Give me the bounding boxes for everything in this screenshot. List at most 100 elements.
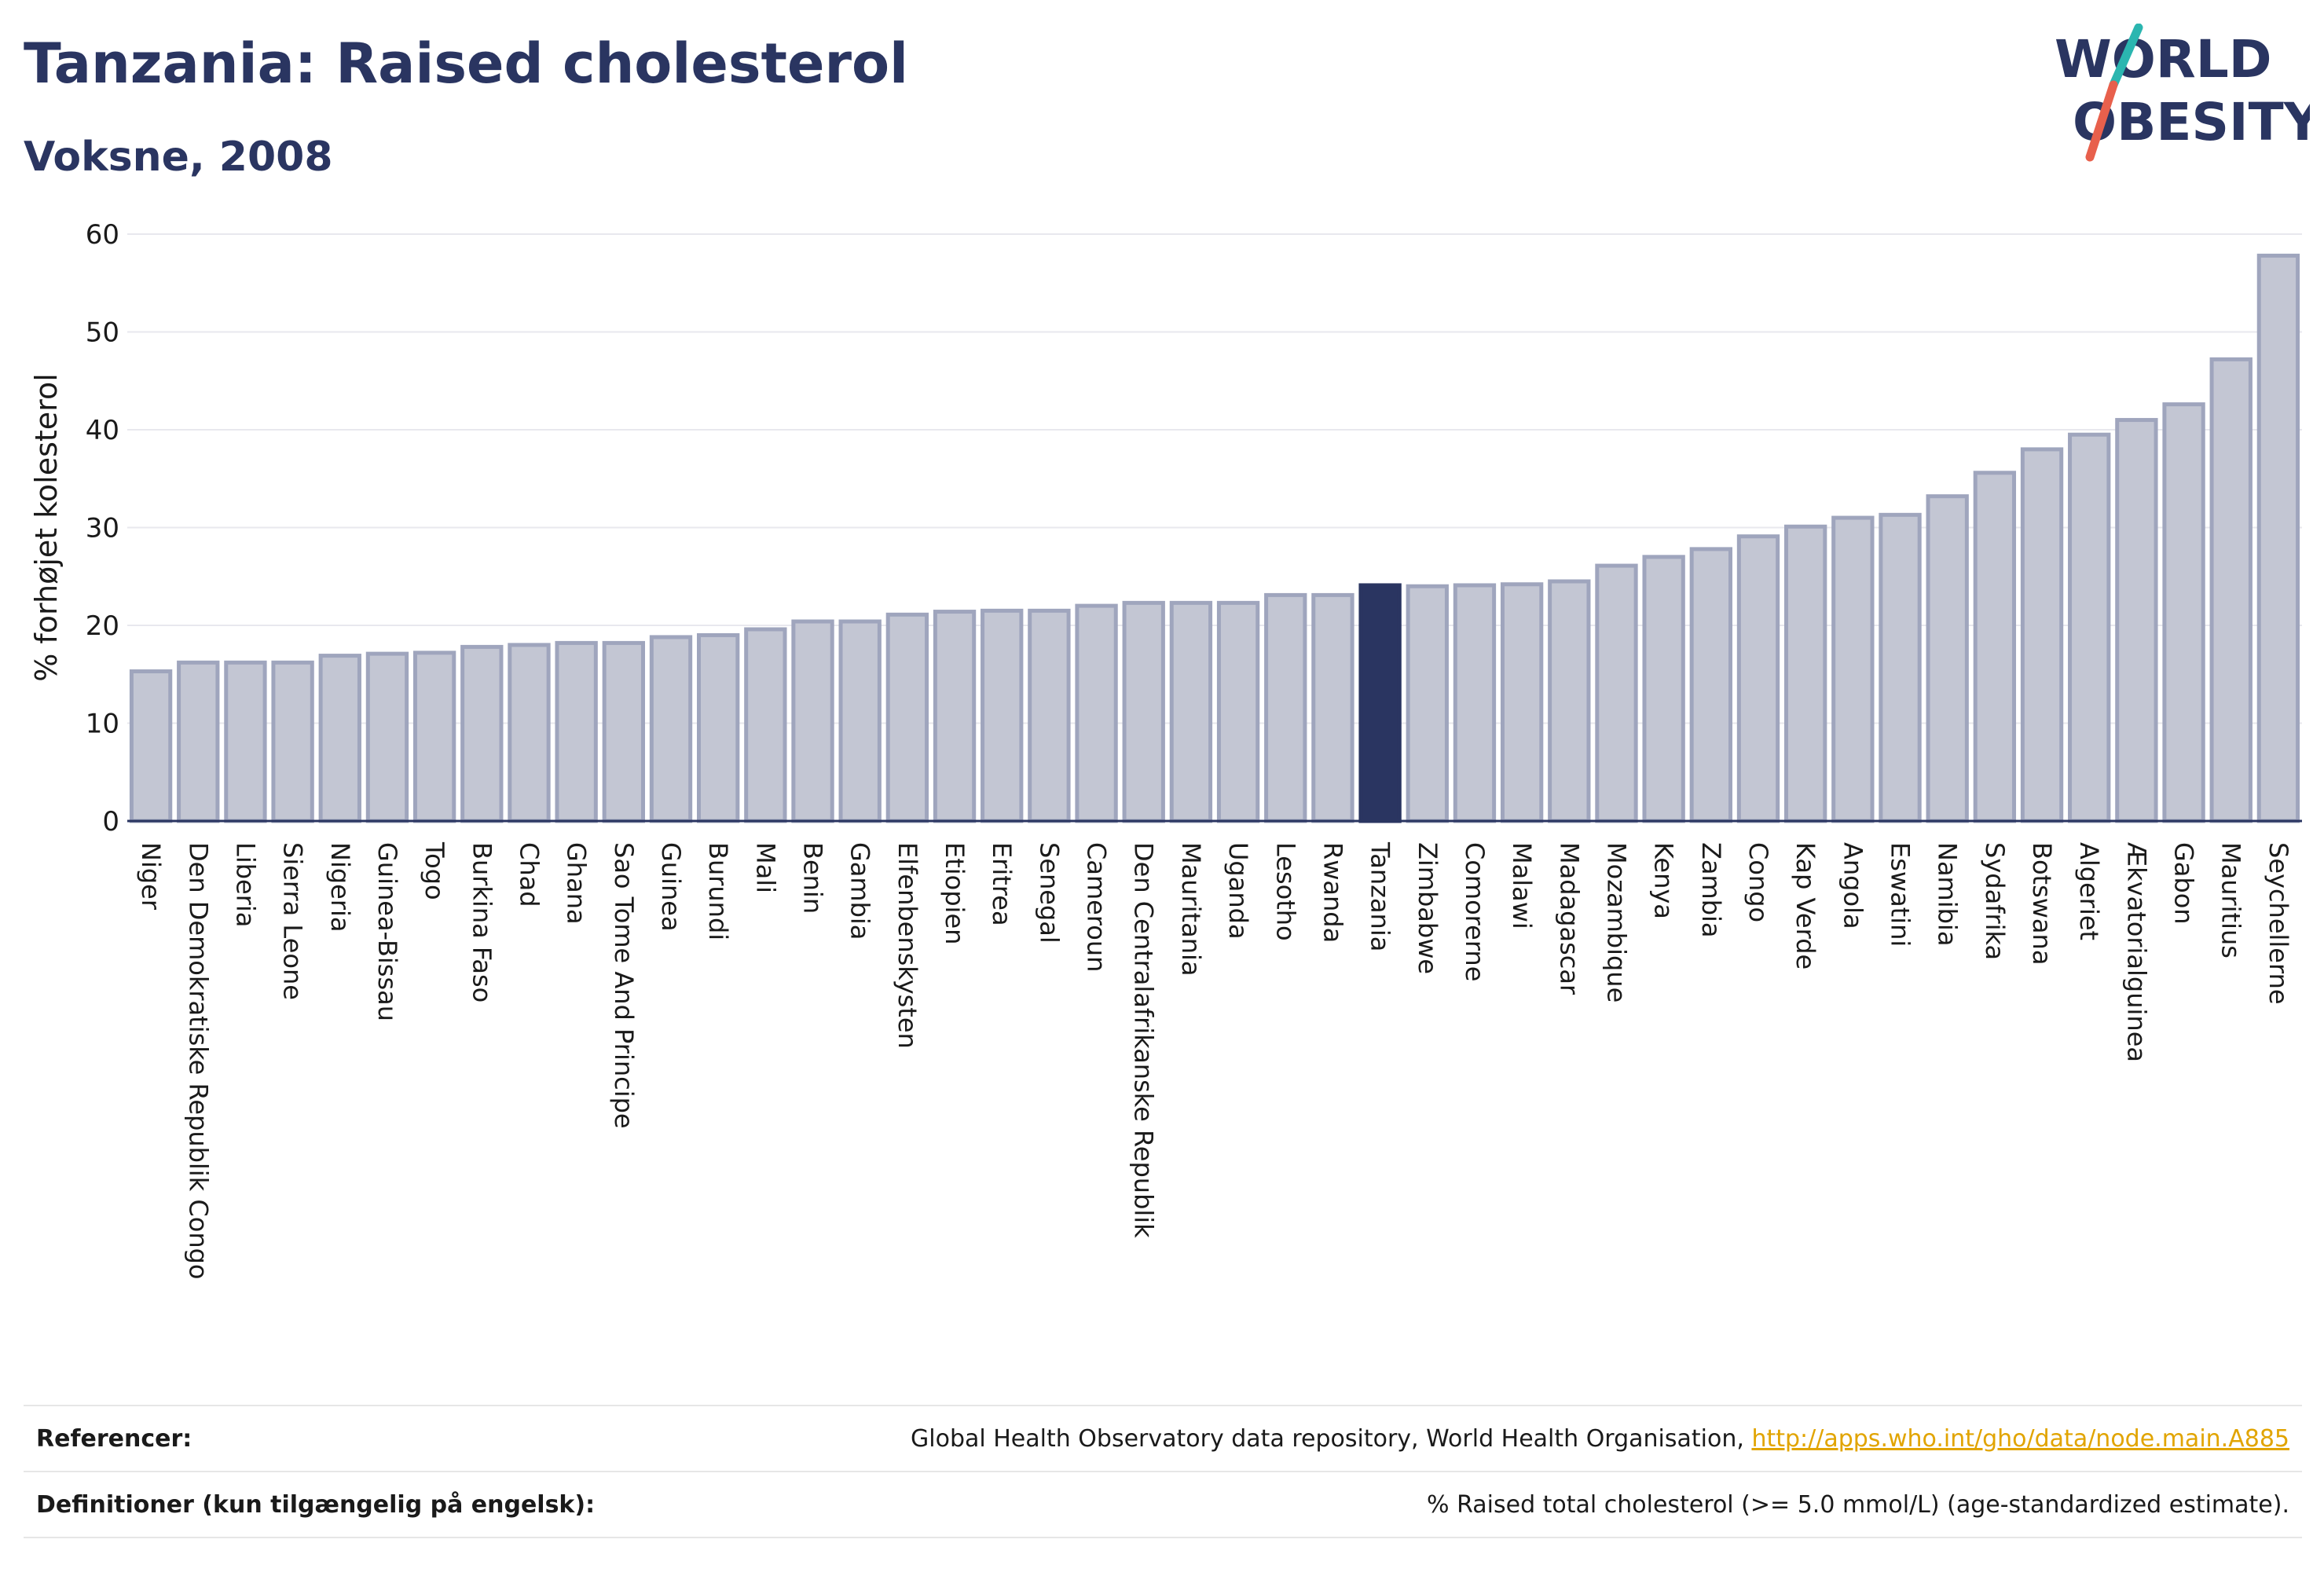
x-tick-label: Gambia xyxy=(845,842,875,940)
x-tick-label: Burundi xyxy=(703,842,733,940)
x-tick-label: Congo xyxy=(1743,842,1773,922)
bar xyxy=(1548,579,1591,823)
x-tick-label: Seychellerne xyxy=(2264,842,2293,1005)
x-tick-label: Mauritania xyxy=(1176,842,1206,976)
x-tick-label: Guinea xyxy=(656,842,686,932)
x-tick-label: Angola xyxy=(1838,842,1868,929)
references-link[interactable]: http://apps.who.int/gho/data/node.main.A… xyxy=(1751,1424,2289,1453)
bar xyxy=(1028,608,1071,823)
x-tick-label: Benin xyxy=(798,842,828,914)
x-tick-label: Namibia xyxy=(1933,842,1963,946)
bar xyxy=(129,669,173,823)
y-tick-label: 60 xyxy=(86,219,119,251)
bar xyxy=(318,654,361,823)
x-tick-label: Den Demokratiske Republik Congo xyxy=(183,842,213,1279)
bar xyxy=(933,610,977,823)
x-tick-label: Chad xyxy=(514,842,544,907)
bar xyxy=(365,651,409,823)
bar xyxy=(649,635,693,823)
bar xyxy=(1879,512,1922,823)
x-tick-label: Gabon xyxy=(2169,842,2199,925)
bar-chart: 0 10 20 30 40 50 60 Niger Den Demokratiske Repu… xyxy=(29,219,2302,1279)
x-tick-label: Mali xyxy=(750,842,780,893)
y-tick-label: 50 xyxy=(86,317,119,349)
bar xyxy=(2209,357,2253,823)
bar xyxy=(1311,592,1354,823)
x-tick-label: Niger xyxy=(136,842,166,911)
bar xyxy=(177,660,220,823)
x-tick-label: Burkina Faso xyxy=(467,842,497,1002)
bar xyxy=(838,619,882,823)
bar xyxy=(460,644,504,823)
bar xyxy=(271,660,314,823)
definitions-text: % Raised total cholesterol (>= 5.0 mmol/… xyxy=(1427,1490,2289,1519)
bar xyxy=(2115,418,2158,823)
x-tick-label: Uganda xyxy=(1223,842,1253,940)
bar xyxy=(1500,582,1544,823)
x-tick-label: Guinea-Bissau xyxy=(372,842,402,1021)
x-tick-label: Comorerne xyxy=(1460,842,1490,981)
x-tick-label: Lesotho xyxy=(1270,842,1300,941)
bar xyxy=(981,608,1024,823)
x-tick-label: Senegal xyxy=(1034,842,1064,944)
x-tick-label: Botswana xyxy=(2027,842,2057,965)
x-tick-label: Eritrea xyxy=(987,842,1017,926)
definitions-row: Definitioner (kun tilgængelig på engelsk… xyxy=(24,1471,2302,1538)
y-tick-label: 0 xyxy=(102,806,119,837)
bar xyxy=(2256,253,2300,823)
x-tick-label: Tanzania xyxy=(1365,841,1395,951)
chart-title: Tanzania: Raised cholesterol xyxy=(24,31,909,96)
chart-subtitle: Voksne, 2008 xyxy=(24,134,333,181)
bar xyxy=(1973,471,2017,823)
x-tick-label: Rwanda xyxy=(1318,842,1347,943)
logo-slash-top xyxy=(2109,24,2143,90)
y-axis-title: % forhøjet kolesterol xyxy=(29,373,64,682)
x-tick-label: Sierra Leone xyxy=(278,842,308,1000)
x-tick-label: Sao Tome And Principe xyxy=(609,842,639,1129)
bar xyxy=(224,660,267,823)
bar xyxy=(1264,592,1307,823)
x-tick-label: Cameroun xyxy=(1082,842,1112,972)
references-value: Global Health Observatory data repositor… xyxy=(911,1425,2289,1453)
bar xyxy=(555,640,598,823)
bar xyxy=(2068,432,2111,823)
x-tick-label: Mauritius xyxy=(2216,842,2246,958)
x-tick-label: Nigeria xyxy=(325,842,355,932)
bar xyxy=(412,651,456,823)
bar xyxy=(1595,563,1638,823)
x-tick-label: Togo xyxy=(420,841,449,900)
references-label: Referencer: xyxy=(36,1424,192,1453)
x-tick-label: Zambia xyxy=(1696,842,1726,938)
bar xyxy=(791,619,834,823)
world-obesity-logo: WORLD OBESITY xyxy=(2055,24,2310,162)
bar-highlight xyxy=(1358,583,1402,823)
bar xyxy=(1169,600,1213,823)
bars xyxy=(129,253,2300,823)
bar xyxy=(1689,547,1732,823)
bar xyxy=(1122,600,1165,823)
x-tick-label: Zimbabwe xyxy=(1413,842,1442,974)
bar xyxy=(1216,600,1260,823)
y-tick-label: 20 xyxy=(86,610,119,642)
x-tick-label: Eswatini xyxy=(1886,842,1915,947)
bar xyxy=(508,643,551,823)
x-tick-label: Etiopien xyxy=(940,842,970,944)
x-tick-label: Ghana xyxy=(562,842,592,925)
y-axis-ticks: 0 10 20 30 40 50 60 xyxy=(86,219,119,837)
x-tick-label: Kap Verde xyxy=(1791,842,1820,969)
x-tick-label: Mozambique xyxy=(1601,842,1631,1002)
definitions-label: Definitioner (kun tilgængelig på engelsk… xyxy=(36,1490,596,1519)
x-tick-label: Madagascar xyxy=(1554,842,1584,995)
bar xyxy=(1831,515,1875,823)
bar xyxy=(1926,494,1969,823)
logo-slash-bottom xyxy=(2085,80,2118,162)
bar xyxy=(1406,584,1449,823)
y-tick-label: 10 xyxy=(86,709,119,740)
bar xyxy=(2020,447,2064,823)
references-text: Global Health Observatory data repositor… xyxy=(911,1424,1752,1453)
x-tick-label: Sydafrika xyxy=(1980,842,2010,960)
logo-line1: WORLD xyxy=(2055,29,2272,90)
x-tick-label: Kenya xyxy=(1649,842,1679,919)
bar xyxy=(1736,534,1780,823)
x-tick-label: Algeriet xyxy=(2074,842,2104,940)
